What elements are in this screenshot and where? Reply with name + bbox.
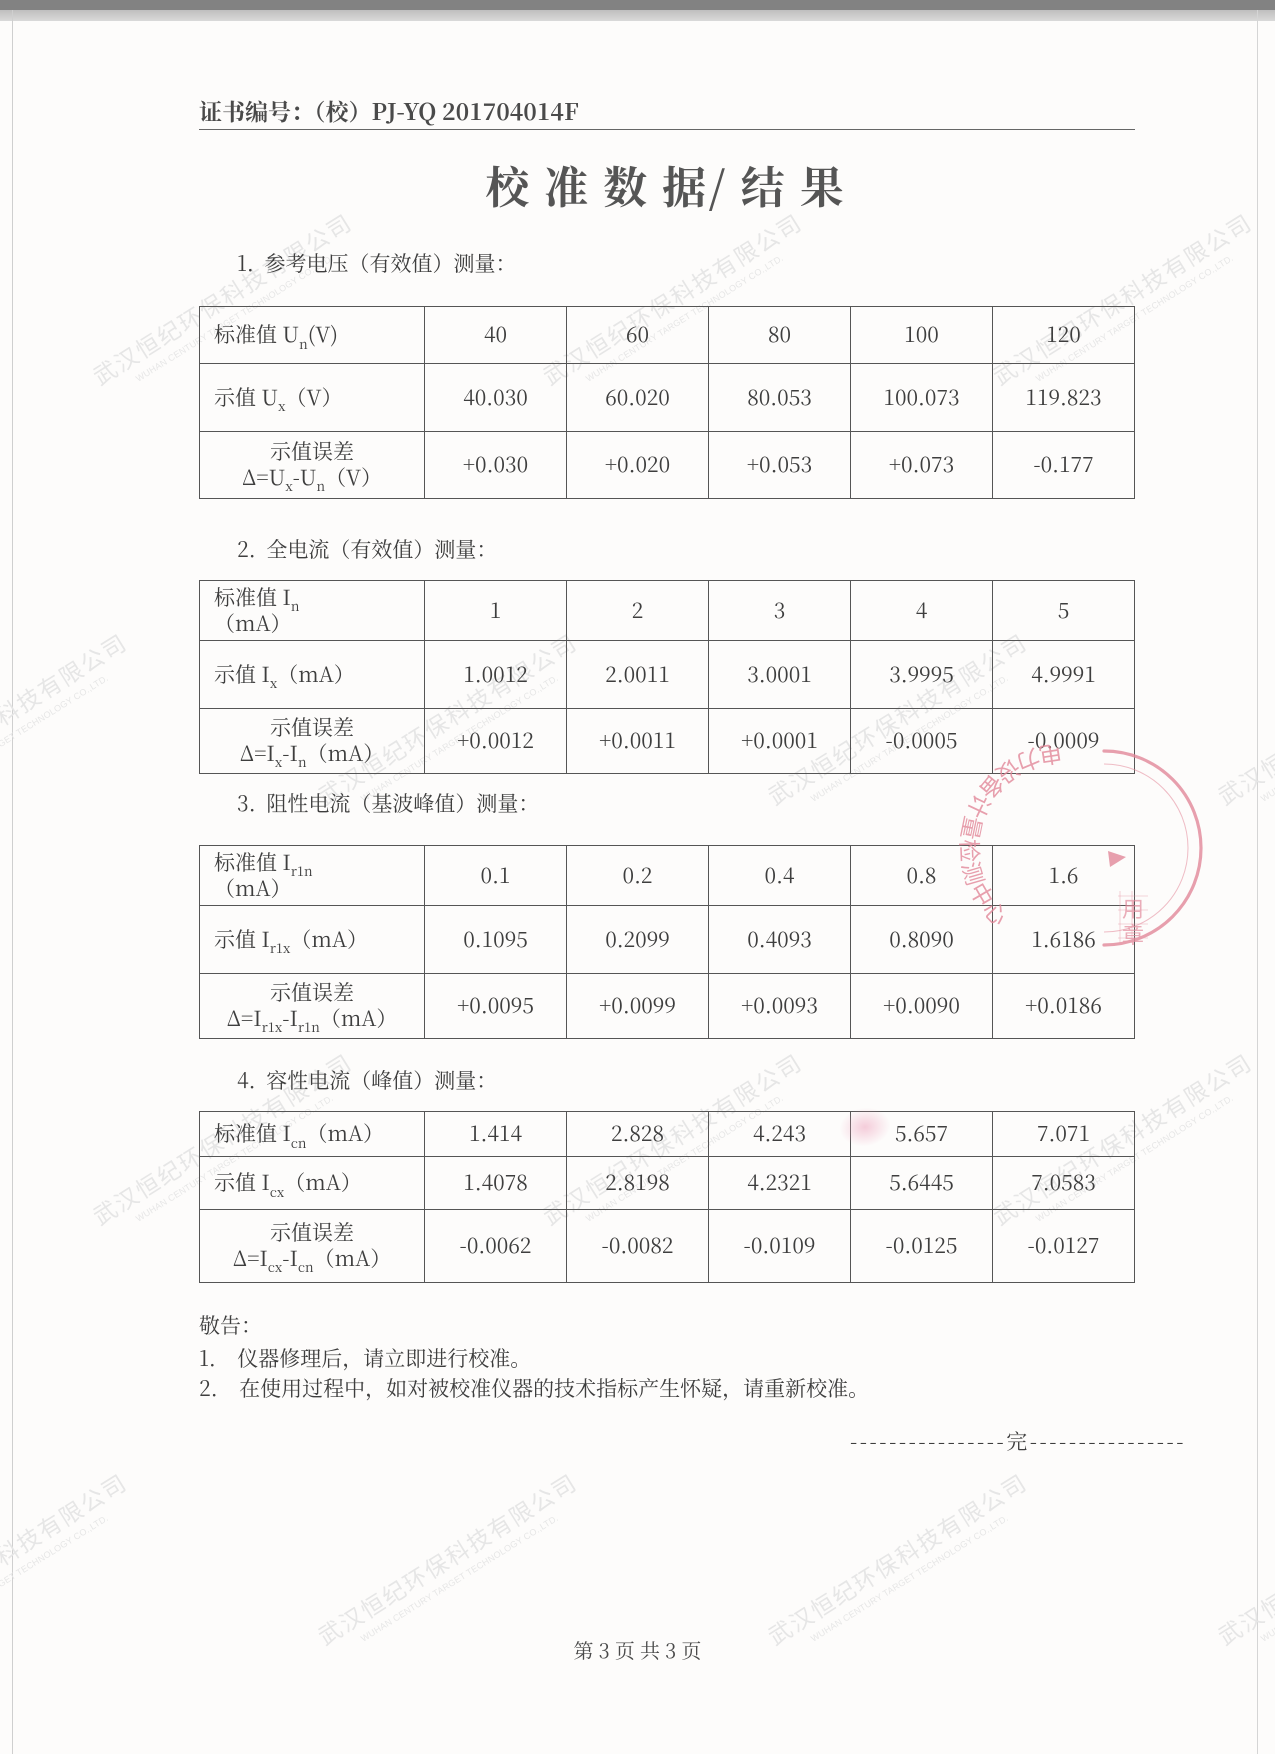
- svg-text:章: 章: [1122, 918, 1144, 950]
- svg-text:电力设备计量检测中心: 电力设备计量检测中心: [954, 737, 1065, 933]
